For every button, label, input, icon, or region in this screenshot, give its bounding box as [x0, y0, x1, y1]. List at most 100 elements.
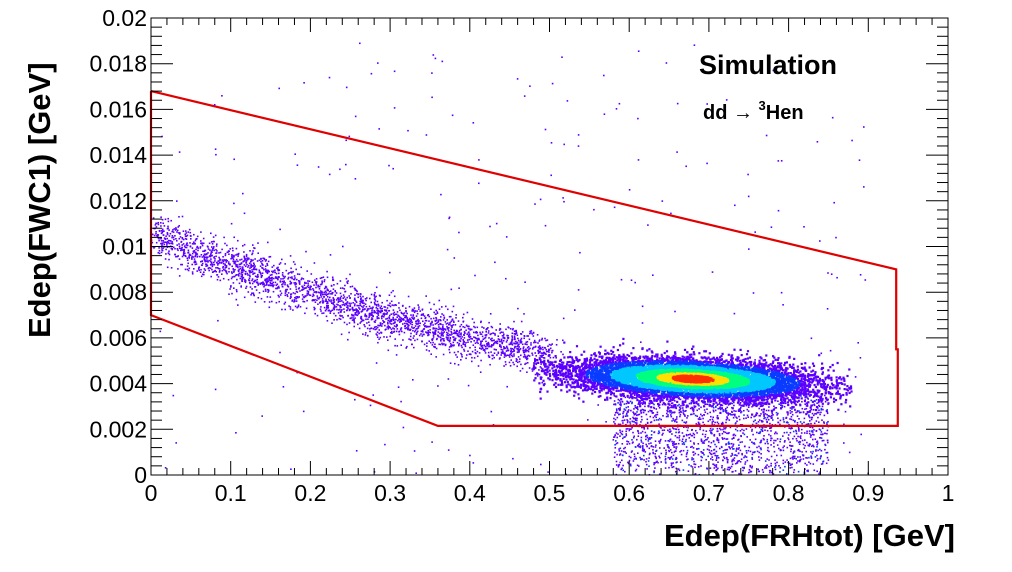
density-point — [718, 403, 721, 405]
density-point — [753, 443, 756, 445]
density-point — [687, 458, 689, 460]
density-point — [690, 434, 693, 437]
density-point — [675, 431, 677, 434]
density-point — [655, 399, 658, 402]
density-point — [712, 410, 715, 413]
density-point — [772, 473, 775, 475]
density-point — [534, 345, 537, 348]
density-point — [799, 456, 801, 458]
density-point — [539, 355, 542, 357]
density-point — [678, 431, 681, 433]
density-point — [634, 417, 636, 420]
density-point — [493, 343, 495, 345]
density-point — [172, 394, 175, 397]
density-point — [506, 385, 508, 388]
density-point — [824, 443, 826, 446]
density-point — [410, 319, 413, 321]
density-point — [799, 460, 801, 462]
density-point — [763, 402, 766, 405]
density-point — [709, 427, 712, 430]
density-point — [412, 329, 414, 332]
density-point — [740, 458, 743, 460]
density-point — [709, 452, 712, 455]
density-point — [528, 348, 530, 351]
density-point — [816, 440, 819, 443]
density-point — [535, 341, 537, 344]
density-point — [466, 333, 468, 335]
density-point — [661, 434, 663, 436]
density-point — [516, 365, 518, 368]
density-point — [676, 416, 678, 418]
density-point — [692, 351, 695, 354]
density-point — [260, 276, 263, 279]
density-point — [770, 427, 772, 429]
density-point — [166, 233, 169, 236]
density-point — [836, 390, 839, 393]
density-point — [377, 324, 379, 327]
density-point — [761, 469, 764, 471]
density-point — [460, 323, 463, 326]
density-point — [728, 402, 731, 405]
density-point — [463, 341, 465, 343]
density-point — [590, 354, 593, 357]
density-point — [289, 308, 292, 310]
density-point — [508, 356, 511, 358]
density-point — [511, 339, 513, 341]
density-point — [214, 258, 216, 260]
density-point — [337, 304, 339, 306]
density-point — [256, 281, 258, 283]
density-point — [609, 397, 612, 400]
density-point — [265, 269, 267, 272]
density-point — [421, 329, 424, 332]
density-point — [157, 252, 160, 254]
density-point — [690, 446, 692, 448]
density-point — [176, 248, 179, 250]
density-point — [674, 420, 676, 423]
density-point — [745, 417, 747, 419]
density-point — [442, 353, 445, 356]
density-point — [302, 278, 305, 280]
density-point — [800, 411, 802, 414]
density-point — [630, 464, 632, 467]
density-point — [282, 275, 285, 278]
density-point — [716, 417, 719, 420]
density-point — [239, 259, 241, 261]
density-point — [653, 406, 655, 409]
density-point — [801, 428, 803, 431]
density-point — [271, 278, 273, 280]
density-point — [278, 300, 280, 303]
density-point — [437, 328, 439, 331]
density-point — [489, 363, 491, 366]
density-point — [503, 346, 505, 348]
density-point — [375, 333, 378, 335]
density-point — [533, 364, 535, 366]
density-point — [329, 310, 332, 313]
density-point — [625, 402, 628, 405]
density-point — [333, 305, 336, 307]
density-point — [648, 447, 651, 450]
density-point — [301, 277, 303, 279]
density-point — [468, 338, 471, 341]
density-point — [356, 314, 359, 317]
density-point — [645, 413, 648, 416]
density-point — [266, 272, 269, 275]
density-point — [326, 270, 328, 273]
density-point — [318, 298, 320, 300]
density-point — [652, 446, 655, 448]
density-point — [534, 357, 536, 360]
density-point — [708, 451, 711, 454]
density-point — [168, 258, 170, 261]
density-point — [354, 303, 356, 305]
density-point — [745, 353, 749, 356]
density-point — [614, 395, 616, 397]
density-point — [335, 292, 338, 294]
density-point — [159, 330, 162, 333]
density-point — [183, 250, 185, 253]
density-point — [268, 284, 270, 286]
density-point — [224, 253, 227, 255]
density-point — [252, 259, 254, 261]
density-point — [770, 226, 773, 228]
density-point — [751, 453, 754, 456]
density-point — [690, 353, 693, 356]
density-point — [324, 290, 327, 293]
